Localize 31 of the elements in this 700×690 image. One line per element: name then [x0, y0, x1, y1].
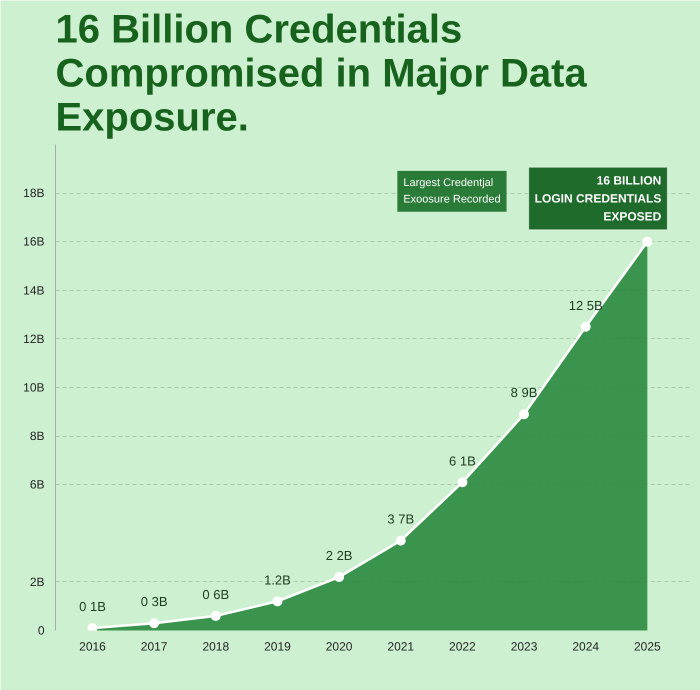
y-tick-label: 14B [23, 283, 45, 298]
text: 0 3B [140, 594, 168, 610]
text: 12 5B [568, 298, 603, 313]
x-tick-label: 2017 [140, 640, 168, 654]
y-tick-label: 8B [30, 429, 45, 444]
x-tick-label: 2018 [202, 640, 230, 654]
y-tick-label: 10B [23, 380, 45, 394]
x-tick-label: 2022 [449, 640, 476, 654]
chart-title: 16 Billion Credentials Compromised in Major Data Exposure. [56, 8, 588, 140]
text: 8 9B [510, 385, 538, 400]
x-tick-label: 2025 [634, 640, 662, 654]
text: 2 2B [326, 548, 352, 564]
text: 3 7B [387, 512, 414, 527]
y-tick-label: 12B [23, 332, 45, 346]
x-tick-label: 2024 [572, 640, 600, 654]
text: 0 6B [202, 586, 230, 602]
y-tick-label: 16B [23, 234, 45, 249]
x-tick-label: 2020 [326, 640, 353, 654]
x-tick-label: 2021 [387, 640, 414, 654]
x-tick-label: 2019 [264, 640, 292, 654]
x-tick-label: 2023 [510, 640, 538, 654]
annotation: 16 BILLION LOGIN CREDENTIALS EXPOSED [534, 173, 662, 224]
y-tick-label: 2B [30, 574, 45, 589]
text: 0 1B [79, 599, 106, 614]
y-tick-label: 18B [23, 186, 45, 200]
y-tick-label: 6B [30, 478, 45, 492]
x-tick-label: 2016 [79, 640, 106, 654]
text: 6 1B [449, 453, 476, 468]
annotation: Largest Credentjal Exoosure Recorded [403, 176, 501, 206]
y-tick-label: 0 [38, 624, 45, 638]
text: 1.2B [264, 572, 291, 588]
